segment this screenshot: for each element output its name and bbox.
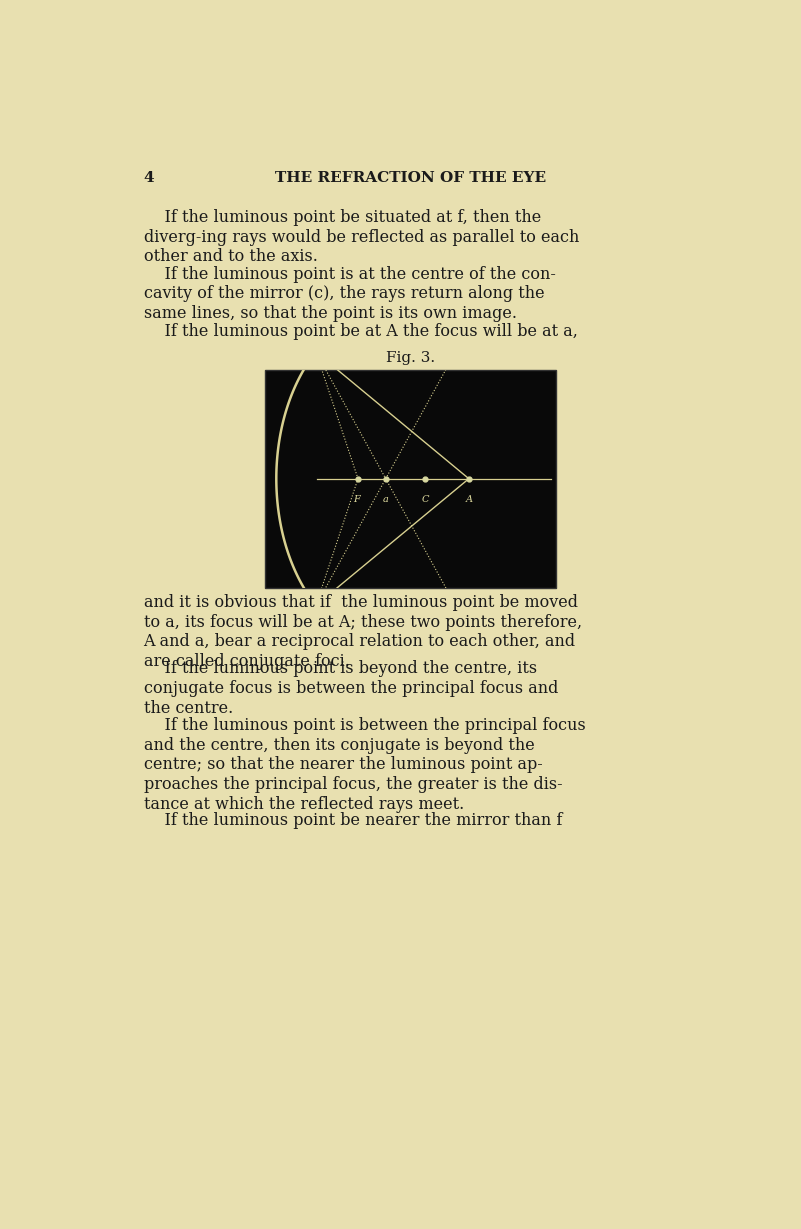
- Bar: [264, 370, 557, 587]
- Text: If the luminous point is at the centre of the con-
cavity of the mirror (c), the: If the luminous point is at the centre o…: [143, 265, 555, 322]
- Text: If the luminous point is between the principal focus
and the centre, then its co: If the luminous point is between the pri…: [143, 718, 586, 812]
- Text: 4: 4: [143, 172, 155, 186]
- Text: If the luminous point be situated at f, then the
diverg­ing rays would be reflec: If the luminous point be situated at f, …: [143, 209, 579, 265]
- Text: If the luminous point is beyond the centre, its
conjugate focus is between the p: If the luminous point is beyond the cent…: [143, 660, 558, 717]
- Text: THE REFRACTION OF THE EYE: THE REFRACTION OF THE EYE: [275, 172, 546, 186]
- Text: If the luminous point be nearer the mirror than f: If the luminous point be nearer the mirr…: [143, 812, 562, 828]
- Text: If the luminous point be at A the focus will be at a,: If the luminous point be at A the focus …: [143, 322, 578, 339]
- Text: and it is obvious that if  the luminous point be moved
to a, its focus will be a: and it is obvious that if the luminous p…: [143, 594, 582, 670]
- Text: Fig. 3.: Fig. 3.: [386, 351, 435, 365]
